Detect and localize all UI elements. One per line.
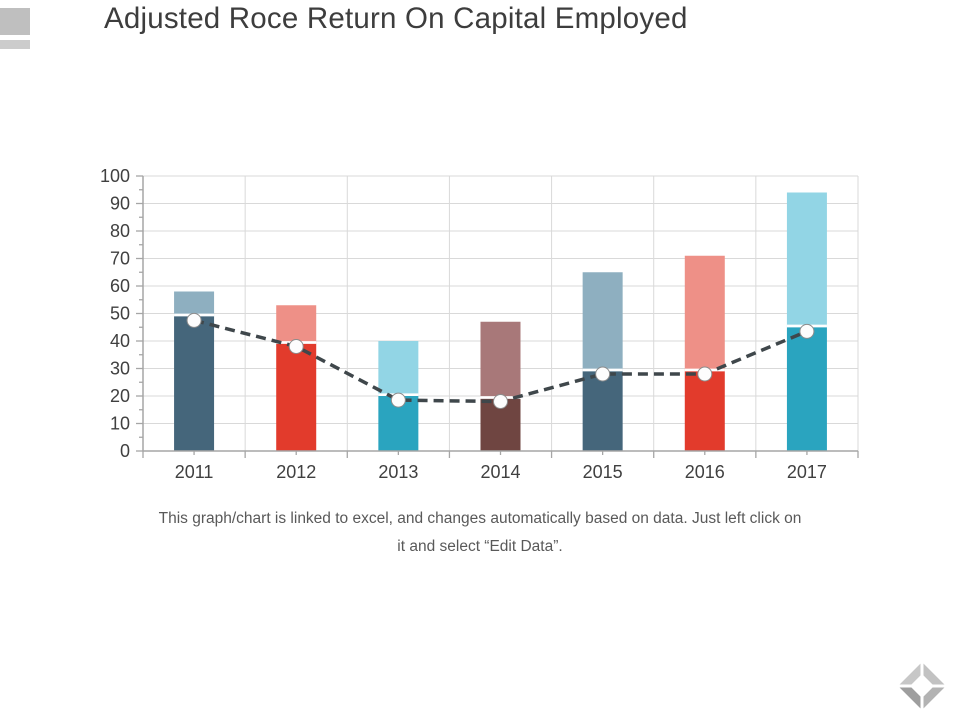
svg-text:2011: 2011 xyxy=(175,462,214,482)
svg-text:0: 0 xyxy=(120,441,130,461)
svg-text:2013: 2013 xyxy=(378,462,418,482)
svg-text:2017: 2017 xyxy=(787,462,827,482)
svg-text:2015: 2015 xyxy=(583,462,623,482)
svg-text:50: 50 xyxy=(110,304,130,324)
top-left-decoration-square xyxy=(0,8,30,35)
svg-text:70: 70 xyxy=(110,249,130,269)
svg-text:10: 10 xyxy=(110,414,130,434)
svg-text:2014: 2014 xyxy=(480,462,520,482)
svg-text:2012: 2012 xyxy=(276,462,316,482)
svg-text:40: 40 xyxy=(110,331,130,351)
svg-text:30: 30 xyxy=(110,359,130,379)
svg-text:100: 100 xyxy=(100,166,130,186)
chart-note: This graph/chart is linked to excel, and… xyxy=(0,505,960,561)
chart-note-line2: it and select “Edit Data”. xyxy=(397,538,563,555)
page-title: Adjusted Roce Return On Capital Employed xyxy=(104,2,688,35)
svg-text:2016: 2016 xyxy=(685,462,725,482)
chart-note-line1: This graph/chart is linked to excel, and… xyxy=(158,510,802,527)
svg-text:90: 90 xyxy=(110,194,130,214)
svg-text:60: 60 xyxy=(110,276,130,296)
svg-text:80: 80 xyxy=(110,221,130,241)
top-left-decoration-bar xyxy=(0,40,30,49)
svg-text:20: 20 xyxy=(110,386,130,406)
diamond-nav-icon xyxy=(894,658,950,714)
